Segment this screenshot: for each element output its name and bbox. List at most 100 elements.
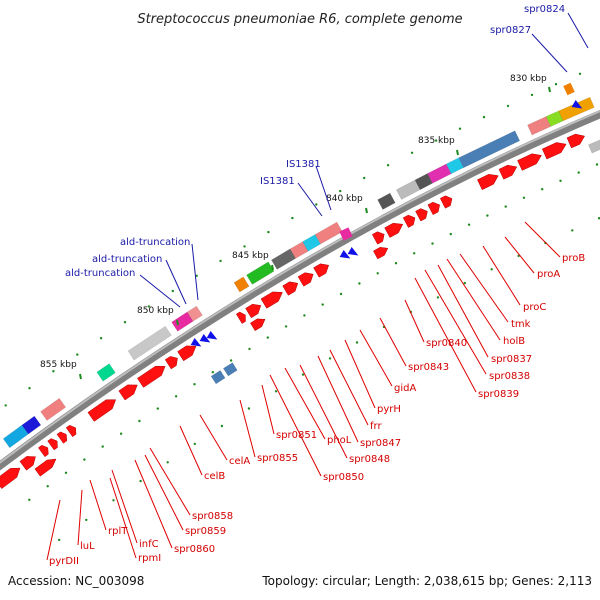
tick-label-840: 840 kbp bbox=[326, 194, 363, 204]
gc-dot bbox=[358, 282, 361, 285]
gc-dot bbox=[219, 259, 222, 263]
gene-arrow bbox=[65, 425, 77, 438]
tick-mark bbox=[548, 86, 551, 93]
label-spr0859: spr0859 bbox=[185, 526, 226, 537]
blue-arrow bbox=[339, 250, 351, 259]
gc-dot bbox=[229, 359, 233, 362]
gc-dot bbox=[58, 538, 61, 542]
gc-dot bbox=[248, 347, 251, 351]
gc-dot bbox=[4, 404, 7, 407]
gene-arrow bbox=[245, 303, 262, 319]
blue-arrow bbox=[571, 100, 583, 109]
gc-dot bbox=[174, 395, 178, 398]
gene-arrow bbox=[541, 142, 567, 160]
gene-arrow bbox=[87, 399, 117, 422]
label-leader bbox=[46, 499, 61, 561]
blue-arrow bbox=[206, 331, 218, 340]
gene-arrow bbox=[260, 291, 283, 309]
label-ald-truncation-2: ald-truncation bbox=[92, 254, 162, 265]
gc-dot bbox=[156, 407, 159, 410]
label-leader bbox=[329, 349, 369, 426]
gc-dot bbox=[363, 176, 366, 180]
label-spr0837: spr0837 bbox=[491, 354, 532, 365]
gc-dot bbox=[394, 262, 398, 265]
gene-arrow bbox=[164, 356, 178, 370]
feature-box bbox=[96, 363, 116, 382]
gc-dot bbox=[85, 518, 88, 522]
gc-dot bbox=[436, 296, 440, 299]
gene-arrow bbox=[427, 201, 440, 215]
label-leader bbox=[269, 374, 322, 477]
label-leader bbox=[379, 317, 407, 367]
gc-dot bbox=[28, 387, 31, 390]
label-leader bbox=[199, 414, 228, 461]
backbone bbox=[0, 109, 600, 471]
tick-label-845: 845 kbp bbox=[232, 251, 269, 261]
label-leader bbox=[504, 236, 535, 274]
gc-dot bbox=[247, 407, 251, 410]
label-spr0851: spr0851 bbox=[276, 430, 317, 441]
gc-dot bbox=[147, 305, 151, 308]
gc-dot bbox=[559, 179, 562, 182]
label-holB: holB bbox=[503, 336, 525, 347]
gc-dot bbox=[64, 471, 68, 474]
gene-arrow bbox=[373, 247, 389, 260]
tick-mark bbox=[271, 264, 274, 271]
label-spr0840: spr0840 bbox=[426, 338, 467, 349]
tick-mark bbox=[365, 207, 368, 214]
gene-arrow bbox=[0, 467, 21, 489]
tick-label-850: 850 kbp bbox=[137, 306, 174, 316]
gene-arrow bbox=[439, 195, 453, 209]
gc-dot bbox=[267, 230, 270, 234]
gc-dot bbox=[315, 203, 318, 206]
label-pyrDII: pyrDII bbox=[49, 556, 79, 567]
label-leader bbox=[109, 477, 137, 559]
gene-arrow bbox=[498, 164, 518, 180]
gc-dot bbox=[139, 479, 142, 483]
accession-text: Accession: NC_003098 bbox=[8, 574, 144, 588]
gc-dot bbox=[266, 336, 269, 339]
gc-dot bbox=[101, 445, 104, 448]
gene-arrow bbox=[402, 214, 416, 228]
gc-dot bbox=[458, 127, 462, 130]
feature-boxes bbox=[2, 82, 600, 449]
feature-box bbox=[588, 139, 600, 154]
gc-dot bbox=[321, 303, 324, 306]
feature-box bbox=[21, 415, 42, 435]
gc-dot bbox=[303, 314, 306, 317]
gc-dot bbox=[434, 139, 438, 142]
gene-arrow bbox=[137, 365, 166, 388]
feature-box bbox=[246, 261, 275, 285]
label-leader bbox=[446, 258, 501, 341]
gc-dot bbox=[413, 252, 416, 255]
label-leader bbox=[77, 489, 83, 546]
feature-box bbox=[127, 325, 172, 361]
gene-arrow bbox=[38, 445, 49, 458]
gc-dot bbox=[112, 499, 115, 502]
label-ald-truncation-3: ald-truncation bbox=[65, 268, 135, 279]
label-spr0850: spr0850 bbox=[323, 472, 364, 483]
gc-dot bbox=[220, 424, 224, 428]
label-spr0843: spr0843 bbox=[408, 362, 449, 373]
gc-dot bbox=[467, 223, 471, 226]
feature-box bbox=[563, 82, 575, 96]
gc-dot bbox=[328, 357, 332, 360]
gene-arrow bbox=[566, 133, 585, 149]
label-spr0827: spr0827 bbox=[490, 25, 531, 36]
gene-arrow bbox=[177, 345, 197, 362]
label-phoL: phoL bbox=[327, 435, 352, 446]
red-labels: proB proA proC tmk holB spr0837 spr0838 … bbox=[49, 253, 585, 567]
gc-dot bbox=[571, 229, 574, 232]
label-leader bbox=[144, 454, 184, 531]
gene-arrow bbox=[477, 174, 499, 191]
gene-arrow bbox=[297, 272, 314, 287]
label-pyrH: pyrH bbox=[377, 404, 401, 415]
label-leader bbox=[359, 329, 393, 387]
genome-title: Streptococcus pneumoniae R6, complete ge… bbox=[137, 12, 462, 27]
gc-dot bbox=[463, 281, 466, 285]
gc-dot bbox=[376, 272, 379, 275]
blue-leaders bbox=[139, 12, 589, 308]
feature-box bbox=[40, 397, 67, 421]
